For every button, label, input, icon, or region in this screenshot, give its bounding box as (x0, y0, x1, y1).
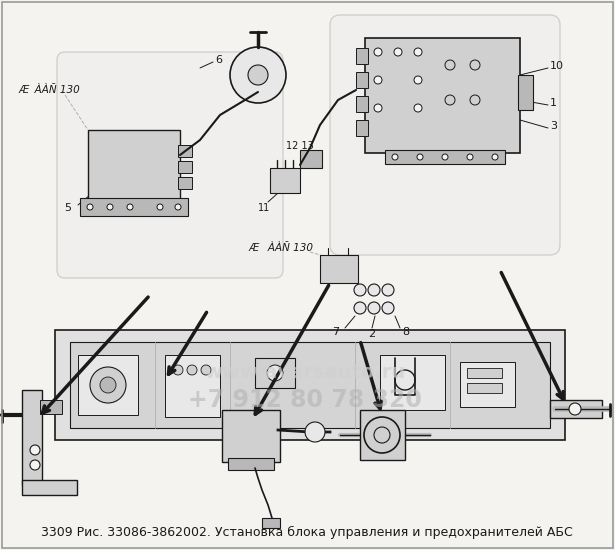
Circle shape (492, 154, 498, 160)
Circle shape (374, 104, 382, 112)
Text: 12 13: 12 13 (286, 141, 314, 151)
Bar (356, 48, 368, 64)
Circle shape (417, 154, 423, 160)
Bar (385, 150, 505, 164)
Text: 5: 5 (64, 203, 71, 213)
Text: +7 912 80 78 320: +7 912 80 78 320 (188, 388, 422, 412)
FancyBboxPatch shape (57, 52, 283, 278)
Text: Æ  ÀÀÑ 130: Æ ÀÀÑ 130 (18, 85, 80, 95)
Bar (22, 480, 77, 495)
Text: Æ   ÀÀÑ 130: Æ ÀÀÑ 130 (248, 243, 313, 253)
Circle shape (173, 365, 183, 375)
Bar (365, 38, 520, 153)
Circle shape (392, 154, 398, 160)
Circle shape (442, 154, 448, 160)
Circle shape (248, 65, 268, 85)
Circle shape (445, 95, 455, 105)
Bar (262, 518, 280, 528)
Circle shape (414, 48, 422, 56)
Bar (360, 410, 405, 460)
Bar (255, 358, 295, 388)
Bar (320, 255, 358, 283)
Bar (222, 410, 280, 462)
Circle shape (569, 403, 581, 415)
Circle shape (127, 204, 133, 210)
Circle shape (414, 104, 422, 112)
Bar (78, 355, 138, 415)
Text: www.aversauto.ru: www.aversauto.ru (204, 362, 406, 382)
Circle shape (30, 445, 40, 455)
Text: 6: 6 (215, 55, 222, 65)
Text: 11: 11 (258, 203, 270, 213)
Bar (88, 130, 180, 202)
FancyBboxPatch shape (330, 15, 560, 255)
Circle shape (394, 48, 402, 56)
Bar (22, 390, 42, 485)
Bar (178, 161, 192, 173)
Circle shape (201, 365, 211, 375)
Circle shape (187, 365, 197, 375)
Circle shape (230, 47, 286, 103)
Text: 8: 8 (402, 327, 409, 337)
Circle shape (374, 76, 382, 84)
Text: 7: 7 (332, 327, 339, 337)
Circle shape (382, 284, 394, 296)
Bar (40, 400, 62, 414)
Bar (270, 168, 300, 193)
Circle shape (382, 302, 394, 314)
Circle shape (354, 302, 366, 314)
Circle shape (305, 422, 325, 442)
Circle shape (175, 204, 181, 210)
Circle shape (90, 367, 126, 403)
Circle shape (374, 427, 390, 443)
Bar (467, 383, 502, 393)
Bar (518, 75, 533, 110)
Circle shape (87, 204, 93, 210)
Bar (460, 362, 515, 407)
Circle shape (267, 365, 283, 381)
Circle shape (368, 284, 380, 296)
Circle shape (100, 377, 116, 393)
Circle shape (470, 95, 480, 105)
Bar (550, 400, 602, 418)
Circle shape (414, 76, 422, 84)
Bar (165, 355, 220, 417)
Bar (178, 145, 192, 157)
Bar (70, 342, 550, 428)
Text: 1: 1 (550, 98, 557, 108)
Circle shape (445, 60, 455, 70)
Circle shape (374, 48, 382, 56)
Bar (467, 368, 502, 378)
Bar (228, 458, 274, 470)
Bar (356, 96, 368, 112)
Circle shape (157, 204, 163, 210)
Circle shape (107, 204, 113, 210)
Bar (300, 150, 322, 168)
Circle shape (470, 60, 480, 70)
Bar (356, 72, 368, 88)
Text: 10: 10 (550, 61, 564, 71)
Text: 3: 3 (550, 121, 557, 131)
Text: 3309 Рис. 33086-3862002. Установка блока управления и предохранителей АБС: 3309 Рис. 33086-3862002. Установка блока… (41, 525, 573, 538)
Bar (80, 198, 188, 216)
Circle shape (467, 154, 473, 160)
Circle shape (368, 302, 380, 314)
Circle shape (30, 460, 40, 470)
Bar (178, 177, 192, 189)
Bar (380, 355, 445, 410)
Circle shape (354, 284, 366, 296)
Text: 2: 2 (368, 329, 375, 339)
Bar (55, 330, 565, 440)
Bar (356, 120, 368, 136)
